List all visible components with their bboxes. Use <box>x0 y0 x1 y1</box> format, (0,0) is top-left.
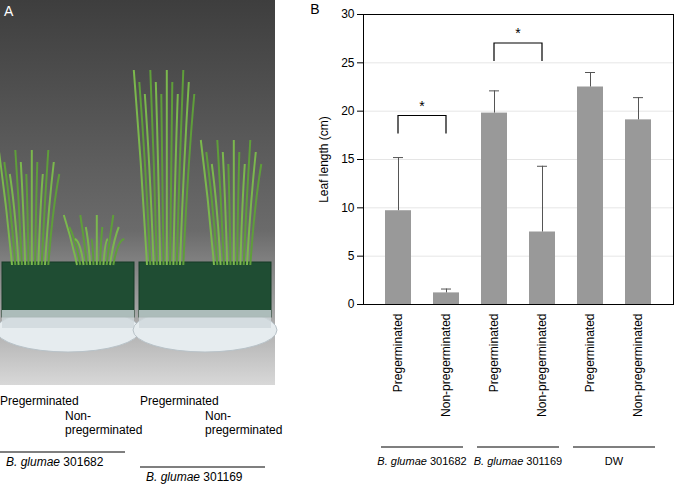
svg-text:Pregerminated: Pregerminated <box>140 394 219 408</box>
svg-text:20: 20 <box>341 104 355 118</box>
svg-text:B. glumae 301682: B. glumae 301682 <box>377 455 466 467</box>
svg-text:B. glumae 301169: B. glumae 301169 <box>474 455 562 467</box>
svg-text:Pregerminated: Pregerminated <box>583 314 597 393</box>
svg-text:*: * <box>515 25 521 41</box>
svg-text:0: 0 <box>348 297 355 311</box>
svg-text:5: 5 <box>348 249 355 263</box>
svg-text:30: 30 <box>341 7 355 21</box>
svg-text:Pregerminated: Pregerminated <box>391 314 405 393</box>
svg-text:Non-pregerminated: Non-pregerminated <box>205 409 282 437</box>
svg-text:Non-pregerminated: Non-pregerminated <box>65 409 142 437</box>
svg-text:Non-pregerminated: Non-pregerminated <box>535 314 549 417</box>
svg-text:Pregerminated: Pregerminated <box>0 394 79 408</box>
svg-text:DW: DW <box>605 455 624 467</box>
svg-text:25: 25 <box>341 56 355 70</box>
svg-text:10: 10 <box>341 201 355 215</box>
svg-text:*: * <box>419 98 425 114</box>
svg-text:Non-pregerminated: Non-pregerminated <box>439 314 453 417</box>
svg-text:Leaf length (cm): Leaf length (cm) <box>317 116 331 203</box>
svg-text:A: A <box>4 3 14 19</box>
svg-text:Non-pregerminated: Non-pregerminated <box>631 314 645 417</box>
svg-text:Pregerminated: Pregerminated <box>487 314 501 393</box>
svg-text:B. glumae 301169: B. glumae 301169 <box>146 470 243 484</box>
svg-text:15: 15 <box>341 152 355 166</box>
svg-text:B: B <box>310 1 319 17</box>
svg-text:B. glumae 301682: B. glumae 301682 <box>6 455 104 469</box>
